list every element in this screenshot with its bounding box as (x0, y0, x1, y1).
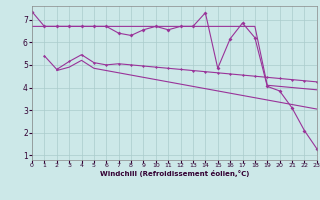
X-axis label: Windchill (Refroidissement éolien,°C): Windchill (Refroidissement éolien,°C) (100, 170, 249, 177)
